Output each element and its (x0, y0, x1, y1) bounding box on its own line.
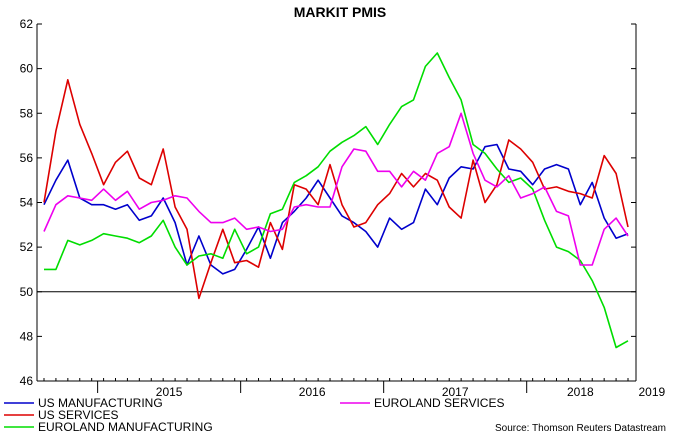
source-note: Source: Thomson Reuters Datastream (495, 423, 666, 434)
y-tick-label: 56 (20, 151, 34, 165)
y-tick-label: 58 (20, 106, 34, 120)
x-tick-label: 2018 (567, 385, 594, 399)
x-tick-label: 2017 (442, 385, 469, 399)
series-lines (43, 52, 629, 349)
chart-title: MARKIT PMIS (294, 4, 387, 20)
series-line-us-manufacturing (43, 143, 629, 275)
y-tick-label: 54 (20, 196, 34, 210)
y-tick-label: 52 (20, 240, 34, 254)
legend-label-euroland-services: EUROLAND SERVICES (374, 396, 504, 410)
plot-axes: 46 48 50 52 54 56 58 60 62 2015 2016 2017 2018 2019 (20, 17, 666, 399)
y-tick-label: 62 (20, 17, 34, 31)
y-tick-label: 46 (20, 374, 34, 388)
x-tick-label: 2019 (638, 385, 665, 399)
legend-label-us-services: US SERVICES (38, 408, 118, 422)
x-tick-label: 2016 (299, 385, 326, 399)
y-tick-label: 48 (20, 329, 34, 343)
legend-label-us-manufacturing: US MANUFACTURING (38, 396, 163, 410)
series-line-euroland-manufacturing (44, 52, 629, 349)
x-tick-label: 2015 (156, 385, 183, 399)
series-line-euroland-services (43, 112, 629, 266)
legend-label-euroland-manufacturing: EUROLAND MANUFACTURING (38, 420, 213, 434)
y-tick-label: 50 (20, 285, 34, 299)
y-tick-label: 60 (20, 62, 34, 76)
